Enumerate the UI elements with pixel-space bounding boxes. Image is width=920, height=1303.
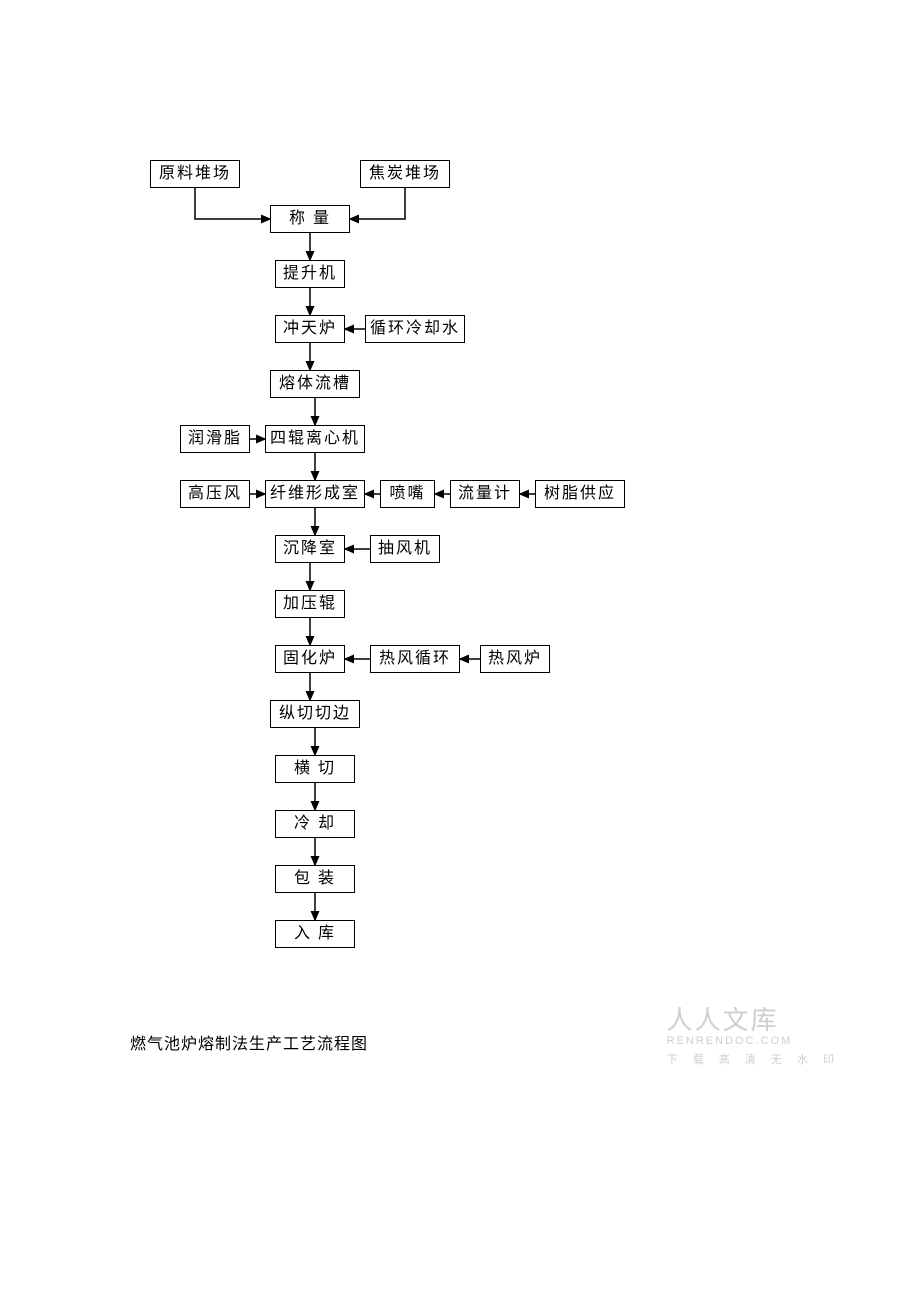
flowchart-node-hpwind: 高压风	[180, 480, 250, 508]
diagram-caption: 燃气池炉熔制法生产工艺流程图	[130, 1030, 368, 1054]
flowchart-node-melt: 熔体流槽	[270, 370, 360, 398]
flowchart-node-slit: 纵切切边	[270, 700, 360, 728]
flowchart-node-press: 加压辊	[275, 590, 345, 618]
flowchart-node-centri: 四辊离心机	[265, 425, 365, 453]
flowchart-node-resin: 树脂供应	[535, 480, 625, 508]
flowchart-node-store: 入 库	[275, 920, 355, 948]
flowchart-node-pack: 包 装	[275, 865, 355, 893]
watermark-title: 人人文库	[667, 1000, 840, 1037]
flowchart-node-settle: 沉降室	[275, 535, 345, 563]
flowchart-node-cross: 横 切	[275, 755, 355, 783]
flowchart-node-fan: 抽风机	[370, 535, 440, 563]
flowchart-node-coke: 焦炭堆场	[360, 160, 450, 188]
flowchart-node-cool: 冷 却	[275, 810, 355, 838]
flowchart-node-nozzle: 喷嘴	[380, 480, 435, 508]
flowchart-node-grease: 润滑脂	[180, 425, 250, 453]
flowchart-node-hotcirc: 热风循环	[370, 645, 460, 673]
watermark: 人人文库 RENRENDOC.COM 下 载 高 清 无 水 印	[667, 1000, 840, 1067]
flowchart-node-flow: 流量计	[450, 480, 520, 508]
watermark-url: RENRENDOC.COM	[667, 1035, 840, 1047]
flowchart-node-lift: 提升机	[275, 260, 345, 288]
flowchart-node-weigh: 称 量	[270, 205, 350, 233]
flowchart-container: 原料堆场 焦炭堆场称 量提升机冲天炉循环冷却水熔体流槽润滑脂四辊离心机高压风纤维形…	[130, 160, 790, 980]
watermark-subtitle: 下 载 高 清 无 水 印	[667, 1051, 840, 1067]
flowchart-node-raw: 原料堆场	[150, 160, 240, 188]
flowchart-node-cure: 固化炉	[275, 645, 345, 673]
flowchart-node-hotfurn: 热风炉	[480, 645, 550, 673]
flowchart-node-cupola: 冲天炉	[275, 315, 345, 343]
flowchart-node-fiber: 纤维形成室	[265, 480, 365, 508]
flowchart-edges	[130, 160, 790, 980]
flowchart-node-coolw: 循环冷却水	[365, 315, 465, 343]
